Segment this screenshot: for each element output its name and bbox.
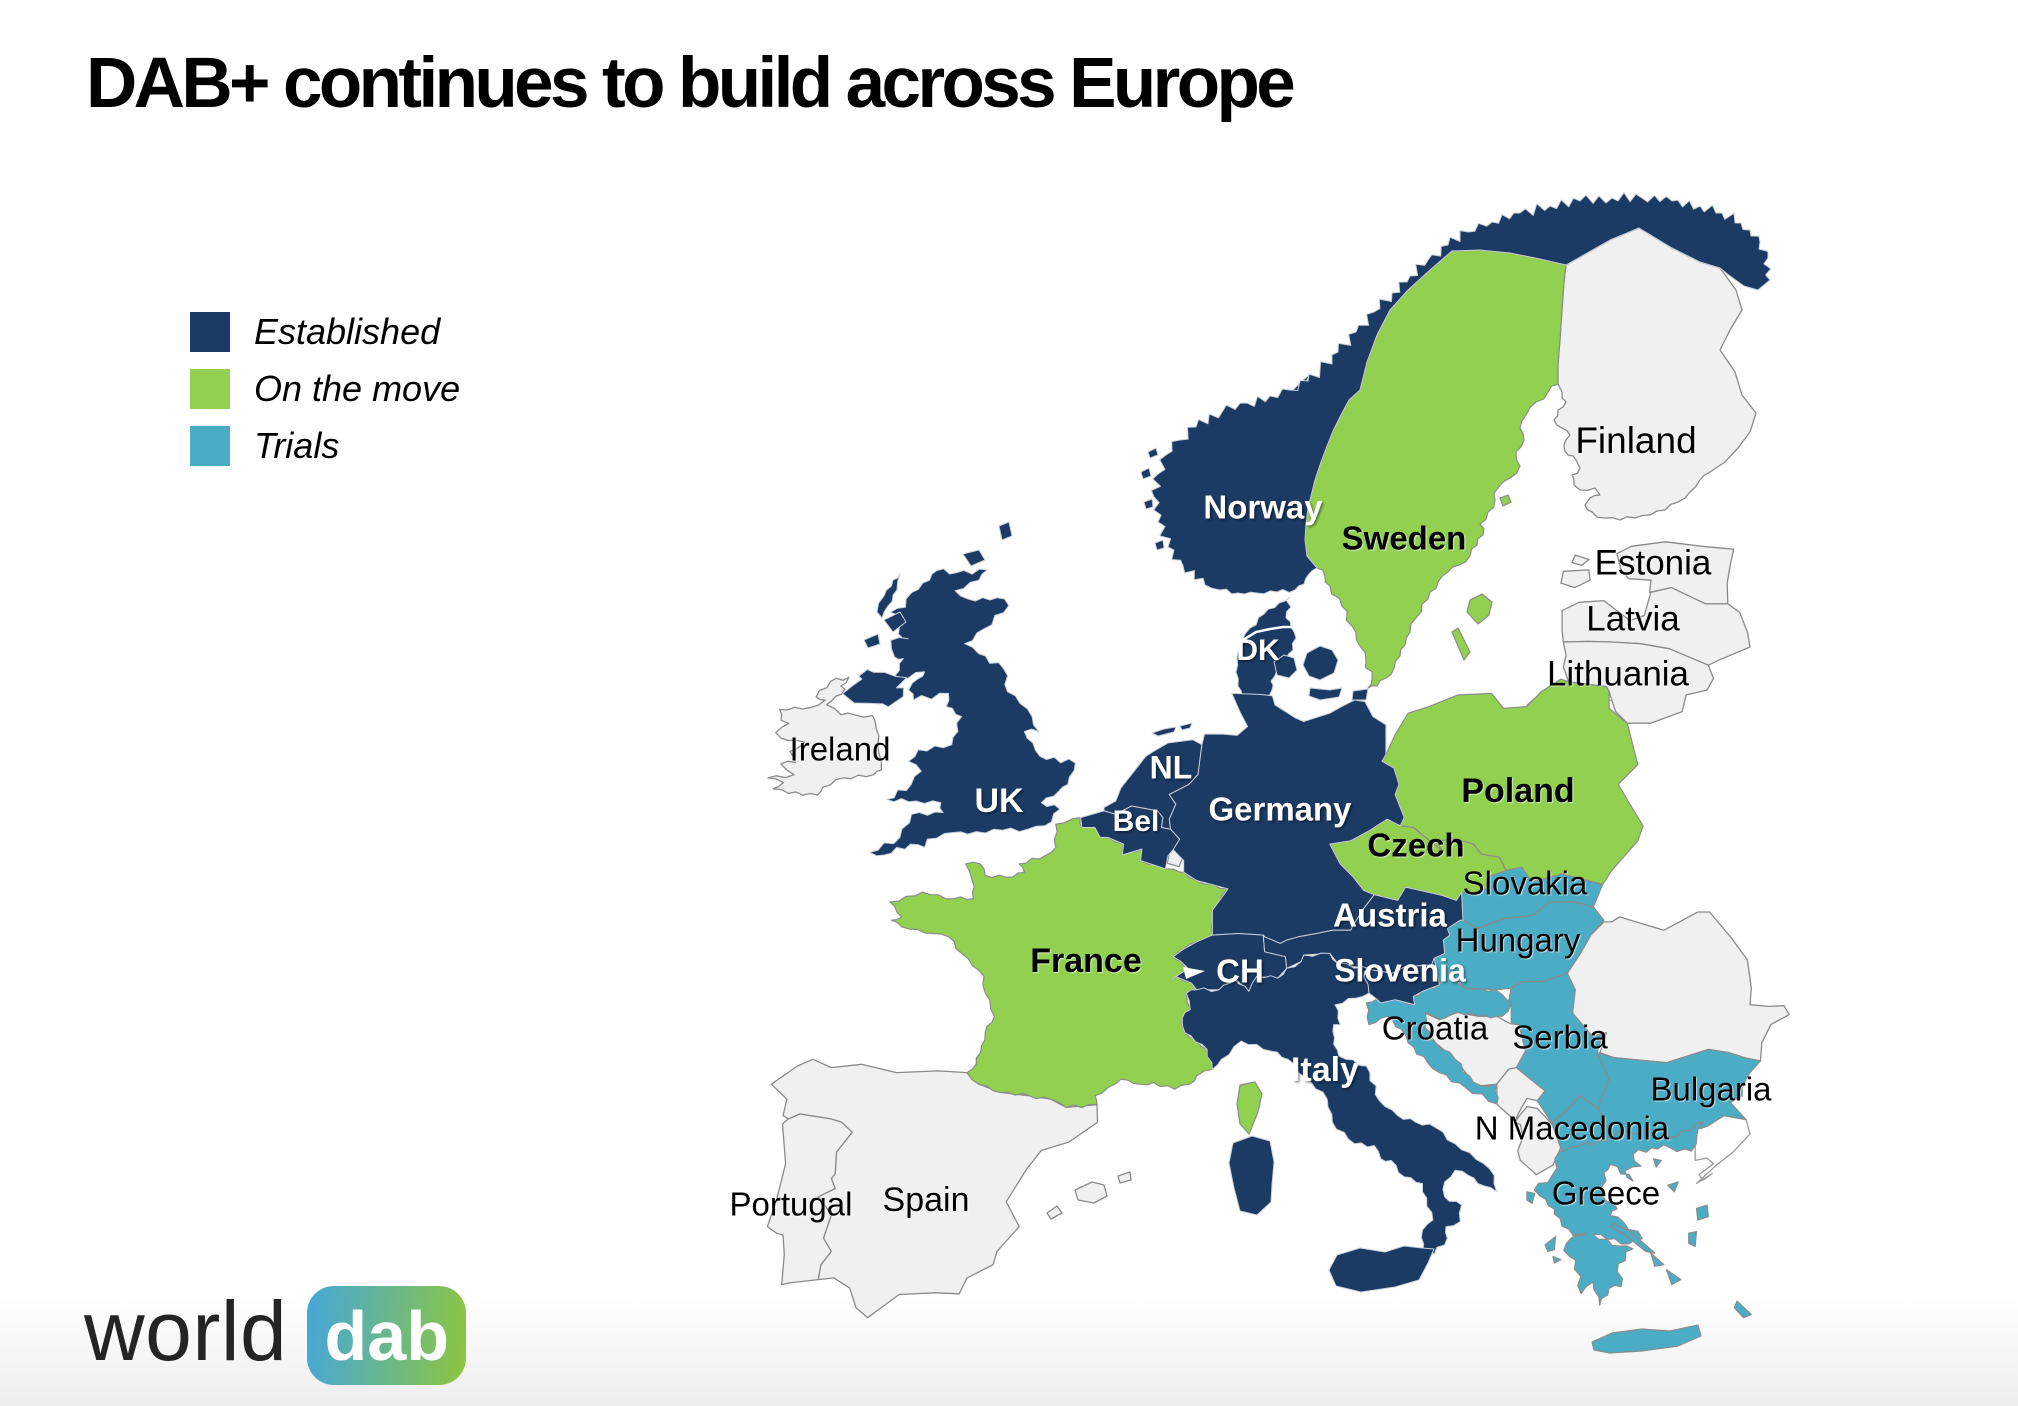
svg-text:Sweden: Sweden (1342, 520, 1467, 557)
svg-text:NL: NL (1150, 749, 1193, 785)
svg-text:Germany: Germany (1208, 791, 1352, 828)
svg-text:Croatia: Croatia (1382, 1010, 1489, 1047)
svg-text:UK: UK (974, 782, 1024, 820)
svg-text:Bel: Bel (1113, 805, 1160, 838)
svg-text:Latvia: Latvia (1586, 599, 1680, 638)
svg-text:Bulgaria: Bulgaria (1650, 1071, 1772, 1108)
svg-text:Ireland: Ireland (790, 731, 891, 768)
svg-text:France: France (1030, 942, 1142, 980)
svg-text:CH: CH (1216, 953, 1264, 990)
svg-text:Slovenia: Slovenia (1334, 952, 1466, 988)
svg-text:Serbia: Serbia (1512, 1019, 1608, 1056)
svg-text:Spain: Spain (883, 1181, 970, 1219)
svg-text:Poland: Poland (1461, 772, 1574, 810)
svg-text:Slovakia: Slovakia (1463, 865, 1588, 902)
svg-text:Greece: Greece (1552, 1175, 1660, 1212)
svg-text:Hungary: Hungary (1456, 922, 1581, 959)
svg-text:Lithuania: Lithuania (1547, 654, 1690, 693)
svg-text:Italy: Italy (1291, 1051, 1359, 1089)
svg-text:Portugal: Portugal (730, 1186, 853, 1223)
svg-text:Austria: Austria (1333, 897, 1447, 934)
svg-text:DK: DK (1236, 634, 1280, 667)
svg-text:N Macedonia: N Macedonia (1475, 1110, 1670, 1147)
svg-text:Estonia: Estonia (1595, 543, 1712, 582)
svg-text:Czech: Czech (1367, 827, 1464, 864)
svg-text:Finland: Finland (1575, 420, 1696, 461)
svg-text:Norway: Norway (1203, 489, 1323, 526)
